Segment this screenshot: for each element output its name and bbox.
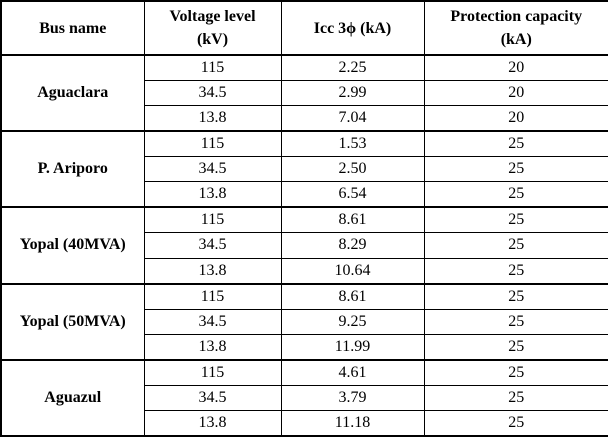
protection-capacity-cell: 25 (423, 206, 608, 234)
icc-cell: 2.25 (280, 54, 425, 82)
voltage-level-cell: 13.8 (143, 409, 282, 437)
table-row: 34.5 8.29 25 (1, 232, 608, 259)
header-label: Protection capacity (450, 8, 583, 25)
voltage-level-cell: 13.8 (143, 257, 282, 285)
header-label: Icc 3ϕ (kA) (313, 19, 392, 37)
voltage-level-cell: 115 (143, 282, 282, 310)
icc-cell: 8.29 (280, 232, 425, 259)
voltage-level-cell: 115 (143, 54, 282, 82)
icc-cell: 8.61 (280, 206, 425, 234)
table-row: Yopal (50MVA) 115 8.61 25 (0, 282, 608, 361)
icc-cell: 8.61 (280, 282, 425, 310)
voltage-level-cell: 34.5 (143, 232, 282, 259)
bus-name-cell: P. Ariporo (0, 130, 145, 208)
protection-capacity-cell: 25 (423, 156, 608, 183)
icc-cell: 3.79 (280, 384, 425, 411)
voltage-level-cell: 34.5 (143, 384, 282, 411)
header-label: Voltage level (169, 8, 256, 25)
voltage-level-cell: 115 (143, 206, 282, 234)
header-cell-icc: Icc 3ϕ (kA) (280, 0, 425, 56)
table-row: 34.5 2.99 20 (1, 80, 608, 107)
icc-cell: 11.99 (280, 333, 425, 361)
icc-cell: 2.50 (280, 156, 425, 183)
icc-cell: 2.99 (280, 80, 425, 107)
table-body: Aguaclara 115 2.25 20 34.5 2.99 20 13.8 7.04 20 P.… (0, 54, 608, 437)
protection-capacity-cell: 25 (423, 257, 608, 285)
voltage-level-cell: 34.5 (143, 156, 282, 183)
bus-name-cell: Aguazul (0, 358, 145, 437)
table-row: Aguaclara 115 2.25 20 (0, 54, 608, 132)
table-row: P. Ariporo 115 1.53 25 (0, 130, 608, 208)
header-row: Bus name Voltage level (kV) Icc 3ϕ (kA) … (0, 0, 608, 56)
header-cell-protection-capacity: Protection capacity (kA) (423, 0, 608, 56)
icc-cell: 9.25 (280, 308, 425, 335)
voltage-level-cell: 34.5 (143, 308, 282, 335)
table-header: Bus name Voltage level (kV) Icc 3ϕ (kA) … (0, 0, 608, 56)
protection-capacity-cell: 25 (423, 409, 608, 437)
icc-cell: 1.53 (280, 130, 425, 158)
voltage-level-cell: 13.8 (143, 333, 282, 361)
table-row: 13.8 11.99 25 (1, 333, 608, 361)
protection-capacity-cell: 25 (423, 232, 608, 259)
bus-name-cell: Yopal (40MVA) (0, 206, 145, 285)
protection-capacity-cell: 20 (423, 80, 608, 107)
voltage-level-cell: 34.5 (143, 80, 282, 107)
protection-capacity-cell: 25 (423, 130, 608, 158)
protection-capacity-cell: 20 (423, 105, 608, 132)
voltage-level-cell: 13.8 (143, 105, 282, 132)
voltage-level-cell: 115 (143, 130, 282, 158)
table-row: 13.8 11.18 25 (1, 409, 608, 437)
icc-cell: 4.61 (280, 358, 425, 386)
header-label: Bus name (39, 19, 107, 37)
table-row: 13.8 10.64 25 (1, 257, 608, 285)
voltage-level-cell: 13.8 (143, 181, 282, 208)
voltage-level-cell: 115 (143, 358, 282, 386)
header-cell-bus-name: Bus name (0, 0, 145, 56)
icc-cell: 10.64 (280, 257, 425, 285)
table-row: 34.5 2.50 25 (1, 156, 608, 183)
icc-cell: 6.54 (280, 181, 425, 208)
header-unit: (kV) (196, 31, 229, 48)
protection-capacity-cell: 25 (423, 181, 608, 208)
protection-capacity-cell: 20 (423, 54, 608, 82)
icc-cell: 11.18 (280, 409, 425, 437)
table-row: 34.5 3.79 25 (1, 384, 608, 411)
table-row: 13.8 6.54 25 (1, 181, 608, 208)
icc-cell: 7.04 (280, 105, 425, 132)
table-row: 34.5 9.25 25 (1, 308, 608, 335)
header-unit: (kA) (500, 31, 532, 48)
table-row: Aguazul 115 4.61 25 (0, 358, 608, 437)
protection-capacity-cell: 25 (423, 333, 608, 361)
protection-capacity-cell: 25 (423, 384, 608, 411)
header-cell-voltage-level: Voltage level (kV) (143, 0, 282, 56)
table-row: Yopal (40MVA) 115 8.61 25 (0, 206, 608, 285)
protection-capacity-cell: 25 (423, 282, 608, 310)
protection-capacity-cell: 25 (423, 358, 608, 386)
protection-capacity-cell: 25 (423, 308, 608, 335)
bus-name-cell: Aguaclara (0, 54, 145, 132)
bus-name-cell: Yopal (50MVA) (0, 282, 145, 361)
